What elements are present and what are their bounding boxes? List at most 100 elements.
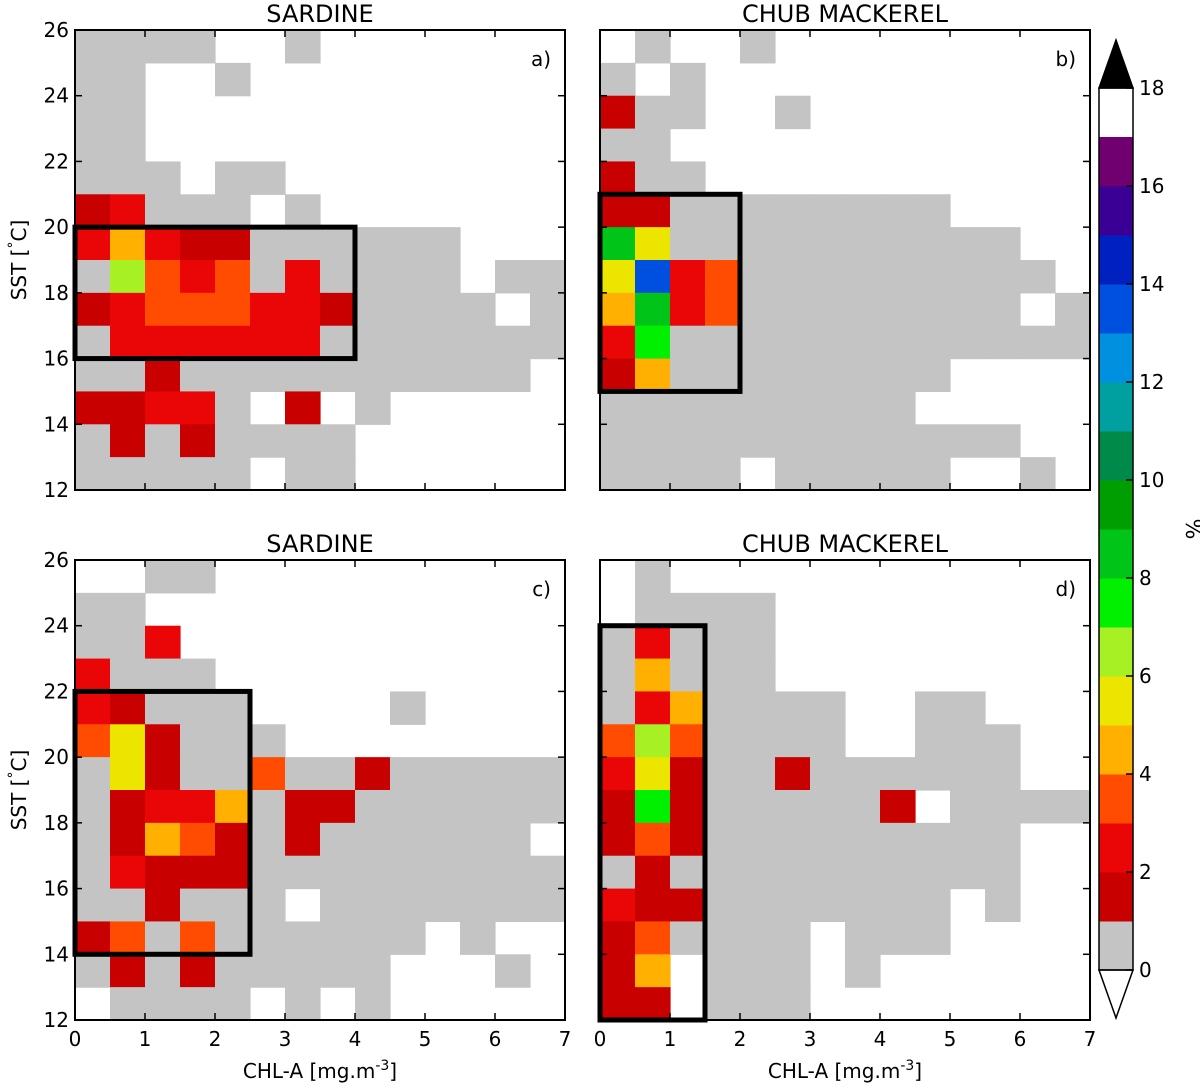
heatmap-cell xyxy=(355,757,391,791)
heatmap-cell xyxy=(145,954,181,988)
heatmap-cell xyxy=(320,260,356,294)
heatmap-cell xyxy=(530,888,566,923)
heatmap-cell xyxy=(1020,260,1056,294)
heatmap-cell xyxy=(985,424,1021,458)
x-tick-label: 0 xyxy=(69,1027,82,1051)
heatmap-cell xyxy=(600,227,636,261)
heatmap-cell xyxy=(110,161,146,195)
heatmap-cell xyxy=(635,325,671,360)
heatmap-cell xyxy=(495,888,531,923)
heatmap-cell xyxy=(915,260,951,294)
heatmap-cell xyxy=(355,260,391,294)
heatmap-cell xyxy=(460,855,496,890)
heatmap-cell xyxy=(1020,790,1056,824)
heatmap-cell xyxy=(180,855,216,890)
heatmap-cell xyxy=(425,822,461,857)
colorbar-segment xyxy=(1099,921,1133,971)
colorbar-segment xyxy=(1099,578,1133,628)
heatmap-cell xyxy=(775,987,811,1021)
heatmap-cell xyxy=(180,292,216,327)
x-tick-label: 7 xyxy=(1084,1027,1097,1051)
heatmap-cell xyxy=(110,95,146,130)
colorbar-tick-label: 2 xyxy=(1139,860,1152,884)
heatmap-cell xyxy=(670,592,706,627)
heatmap-cell xyxy=(810,790,846,824)
heatmap-cell xyxy=(75,921,111,955)
heatmap-cell xyxy=(145,292,181,327)
heatmap-cell xyxy=(670,424,706,458)
heatmap-cell xyxy=(285,954,321,988)
heatmap-cell xyxy=(705,822,741,857)
y-tick-label: 24 xyxy=(44,84,69,108)
heatmap-cell xyxy=(670,658,706,693)
heatmap-cell xyxy=(810,292,846,327)
heatmap-cell xyxy=(355,325,391,360)
heatmap-cell xyxy=(880,227,916,261)
heatmap-cell xyxy=(110,691,146,725)
colorbar-tick-label: 12 xyxy=(1139,370,1164,394)
y-tick-label: 14 xyxy=(44,942,69,966)
heatmap-cell xyxy=(705,424,741,458)
heatmap-cell xyxy=(880,921,916,955)
panel-tag: d) xyxy=(1056,577,1077,601)
heatmap-cell xyxy=(670,757,706,791)
heatmap-cell xyxy=(1020,457,1056,491)
heatmap-cell xyxy=(670,790,706,824)
heatmap-cell xyxy=(775,95,811,130)
heatmap-cell xyxy=(705,987,741,1021)
heatmap-cell xyxy=(110,358,146,393)
heatmap-cell xyxy=(635,260,671,294)
colorbar-extend-bottom xyxy=(1097,969,1135,1021)
heatmap-cell xyxy=(75,128,111,163)
heatmap-cell xyxy=(705,227,741,261)
heatmap-cell xyxy=(110,855,146,890)
heatmap-cell xyxy=(75,888,111,923)
heatmap-cell xyxy=(635,30,671,64)
y-tick-label: 26 xyxy=(44,548,69,572)
heatmap-cell xyxy=(320,325,356,360)
heatmap-cell xyxy=(390,227,426,261)
heatmap-cell xyxy=(1055,325,1091,360)
heatmap-cell xyxy=(75,292,111,327)
heatmap-cell xyxy=(215,790,251,824)
heatmap-cell xyxy=(880,822,916,857)
heatmap-cell xyxy=(775,424,811,458)
heatmap-cell xyxy=(180,691,216,725)
heatmap-cell xyxy=(740,325,776,360)
heatmap-cell xyxy=(145,194,181,228)
heatmap-cell xyxy=(110,62,146,97)
heatmap-cell xyxy=(740,987,776,1021)
heatmap-cell xyxy=(320,822,356,857)
heatmap-cell xyxy=(880,888,916,923)
heatmap-cell xyxy=(775,292,811,327)
heatmap-cell xyxy=(215,424,251,458)
heatmap-cell xyxy=(950,855,986,890)
heatmap-cell xyxy=(145,30,181,64)
heatmap-cell xyxy=(740,724,776,758)
heatmap-cell xyxy=(705,358,741,393)
panel-title: SARDINE xyxy=(266,0,373,28)
heatmap-cell xyxy=(530,292,566,327)
heatmap-cell xyxy=(215,260,251,294)
heatmap-cell xyxy=(880,457,916,491)
heatmap-cell xyxy=(670,457,706,491)
heatmap-cell xyxy=(985,790,1021,824)
heatmap-cell xyxy=(215,161,251,195)
heatmap-cell xyxy=(110,325,146,360)
heatmap-cell xyxy=(250,325,286,360)
heatmap-cell xyxy=(810,325,846,360)
x-tick-label: 6 xyxy=(489,1027,502,1051)
heatmap-cell xyxy=(215,194,251,228)
heatmap-cell xyxy=(355,822,391,857)
colorbar-tick-label: 8 xyxy=(1139,566,1152,590)
heatmap-cell xyxy=(880,358,916,393)
panel-tag: c) xyxy=(532,577,551,601)
colorbar-segment xyxy=(1099,235,1133,285)
heatmap-cell xyxy=(915,292,951,327)
heatmap-cell xyxy=(75,260,111,294)
heatmap-cell xyxy=(145,921,181,955)
y-tick-label: 20 xyxy=(44,745,69,769)
heatmap-cell xyxy=(320,292,356,327)
heatmap-cell xyxy=(180,921,216,955)
x-tick-label: 1 xyxy=(139,1027,152,1051)
